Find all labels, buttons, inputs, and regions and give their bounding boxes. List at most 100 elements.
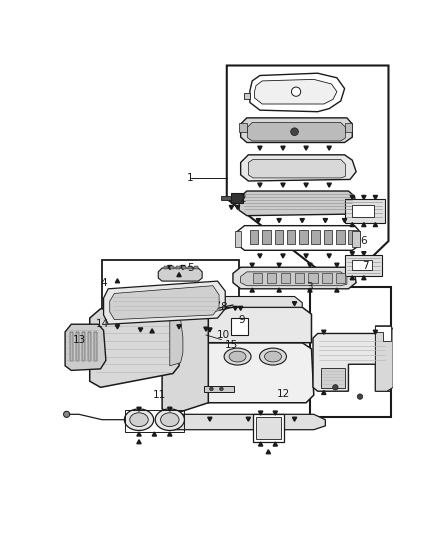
Ellipse shape	[155, 409, 184, 431]
Polygon shape	[373, 223, 378, 227]
Polygon shape	[313, 334, 391, 391]
Polygon shape	[293, 302, 297, 306]
Polygon shape	[237, 225, 360, 251]
Bar	[311, 230, 320, 244]
Circle shape	[332, 385, 338, 390]
Polygon shape	[281, 183, 285, 187]
Text: 11: 11	[153, 390, 166, 400]
Polygon shape	[247, 123, 346, 141]
Polygon shape	[208, 417, 212, 421]
Ellipse shape	[161, 413, 179, 426]
Bar	[204, 386, 234, 392]
Polygon shape	[258, 146, 262, 150]
Circle shape	[357, 394, 363, 399]
Bar	[231, 318, 248, 335]
Polygon shape	[248, 159, 346, 178]
Polygon shape	[250, 73, 345, 112]
Polygon shape	[327, 146, 332, 150]
Bar	[125, 410, 184, 432]
Ellipse shape	[229, 351, 246, 362]
Text: 15: 15	[225, 340, 238, 350]
Polygon shape	[323, 219, 328, 223]
Polygon shape	[362, 196, 366, 199]
Bar	[299, 230, 307, 244]
Polygon shape	[137, 432, 141, 436]
Polygon shape	[258, 411, 263, 415]
Bar	[170, 265, 173, 269]
Text: 1: 1	[187, 173, 194, 183]
Bar	[336, 273, 346, 284]
Bar	[345, 199, 385, 223]
Polygon shape	[177, 325, 181, 329]
Polygon shape	[238, 306, 243, 310]
Bar	[346, 255, 382, 277]
Polygon shape	[231, 193, 243, 203]
Polygon shape	[308, 263, 312, 267]
Bar	[294, 273, 304, 284]
Polygon shape	[115, 325, 120, 329]
Bar	[250, 230, 258, 244]
Polygon shape	[277, 219, 281, 223]
Polygon shape	[343, 219, 347, 223]
Polygon shape	[201, 343, 314, 403]
Text: 6: 6	[360, 236, 367, 246]
Polygon shape	[239, 191, 356, 216]
Polygon shape	[327, 183, 332, 187]
Polygon shape	[246, 417, 251, 421]
Polygon shape	[304, 146, 308, 150]
Polygon shape	[138, 328, 143, 332]
Bar	[239, 123, 247, 133]
Polygon shape	[244, 93, 250, 99]
Polygon shape	[152, 432, 156, 436]
Polygon shape	[150, 329, 154, 333]
Bar	[324, 230, 332, 244]
Polygon shape	[375, 326, 393, 391]
Polygon shape	[168, 265, 172, 270]
Polygon shape	[214, 296, 302, 308]
Text: 12: 12	[276, 389, 290, 399]
Polygon shape	[258, 183, 262, 187]
Bar	[88, 332, 91, 361]
Polygon shape	[327, 254, 332, 258]
Polygon shape	[110, 286, 219, 320]
Ellipse shape	[224, 348, 251, 365]
Ellipse shape	[130, 413, 148, 426]
Polygon shape	[181, 265, 185, 270]
Bar	[322, 273, 332, 284]
Text: 14: 14	[95, 319, 109, 329]
Bar	[262, 230, 271, 244]
Text: 4: 4	[100, 278, 107, 288]
Polygon shape	[90, 309, 179, 387]
Polygon shape	[304, 183, 308, 187]
Polygon shape	[362, 252, 366, 256]
Bar	[182, 265, 186, 269]
Bar	[267, 273, 276, 284]
Polygon shape	[160, 414, 325, 430]
Polygon shape	[240, 155, 356, 181]
Polygon shape	[201, 308, 311, 343]
Bar	[308, 273, 318, 284]
Polygon shape	[350, 223, 354, 227]
Polygon shape	[235, 231, 240, 247]
Bar	[310, 287, 391, 417]
Polygon shape	[208, 328, 212, 332]
Polygon shape	[373, 330, 378, 334]
Polygon shape	[235, 206, 240, 209]
Polygon shape	[277, 263, 281, 267]
Polygon shape	[350, 276, 354, 280]
Bar	[194, 265, 198, 269]
Ellipse shape	[259, 348, 286, 365]
Polygon shape	[137, 407, 141, 411]
Polygon shape	[254, 79, 337, 104]
Polygon shape	[321, 391, 326, 394]
Polygon shape	[373, 196, 378, 199]
Polygon shape	[204, 327, 208, 331]
Polygon shape	[321, 330, 326, 334]
Bar	[176, 265, 180, 269]
Bar	[352, 205, 374, 217]
Polygon shape	[362, 223, 366, 227]
Polygon shape	[158, 268, 202, 281]
Polygon shape	[229, 206, 233, 209]
Polygon shape	[168, 407, 172, 411]
Bar	[70, 332, 73, 361]
